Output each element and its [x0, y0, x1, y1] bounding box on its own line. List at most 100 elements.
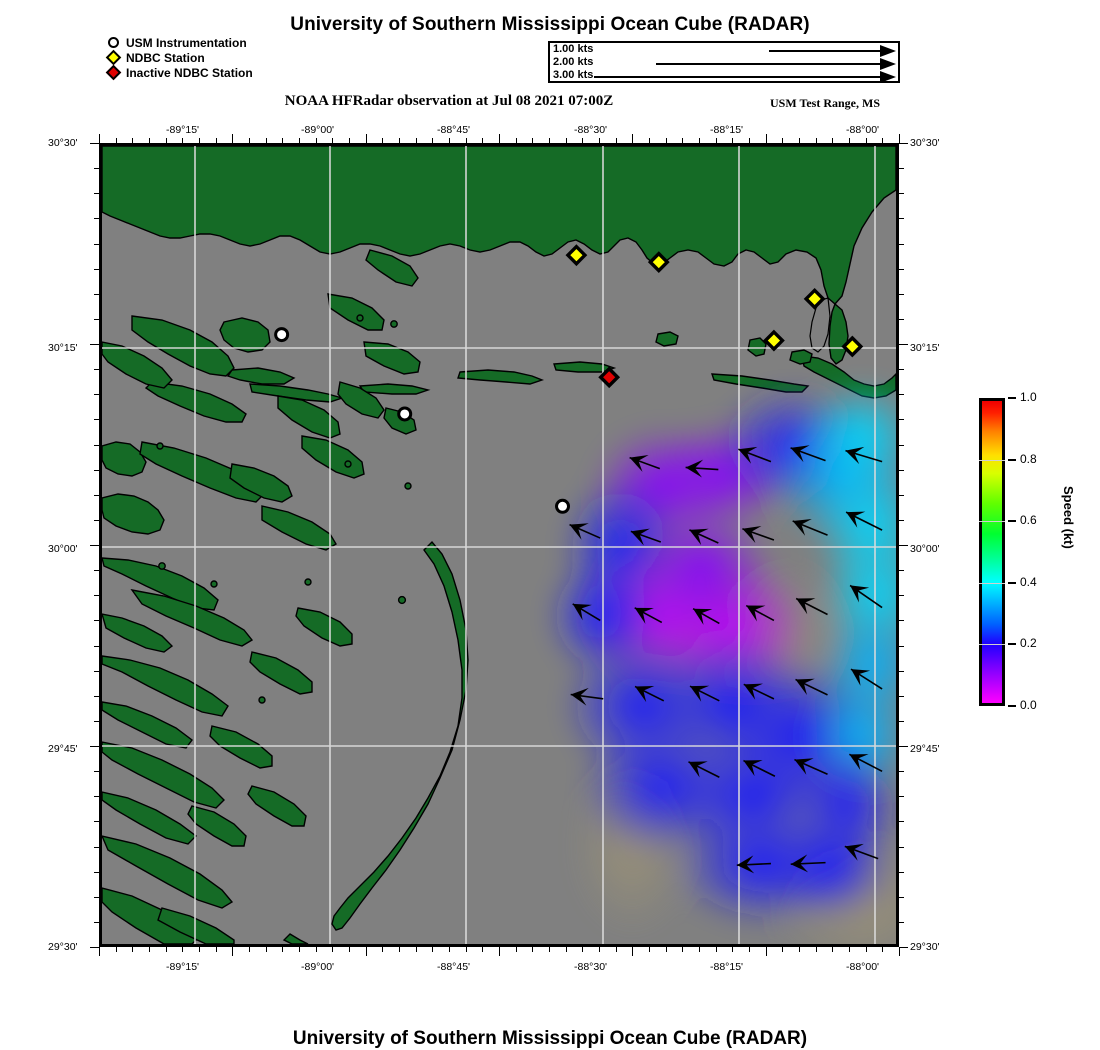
current-vector	[795, 678, 828, 696]
x-tick-bottom	[449, 947, 450, 952]
mainland-coast	[102, 146, 896, 305]
arrow-head-icon	[688, 761, 708, 778]
x-tick-bottom	[899, 947, 900, 956]
ndbc-station-marker[interactable]	[841, 335, 864, 358]
arrow-head-icon	[880, 58, 896, 70]
current-vector	[629, 454, 661, 472]
x-tick-bottom	[849, 947, 850, 952]
x-tick-bottom	[165, 947, 167, 952]
y-tick-right	[899, 318, 904, 320]
y-axis-label-right: 30°15'	[910, 342, 940, 354]
chandeleur-tip	[282, 933, 309, 944]
vector-key-label: 2.00 kts	[553, 56, 595, 68]
x-tick-bottom	[632, 947, 634, 956]
x-tick-bottom	[232, 947, 234, 956]
barrier-thin-2	[358, 383, 431, 395]
x-tick-bottom	[99, 947, 100, 956]
y-tick-right	[899, 519, 904, 521]
x-tick-bottom	[132, 947, 134, 952]
arrow-head-icon	[570, 687, 589, 706]
x-tick-bottom	[549, 947, 550, 952]
arrow-head-icon	[569, 523, 589, 540]
x-tick-top	[382, 138, 384, 143]
circle-white-icon	[106, 36, 123, 51]
x-tick-top	[732, 138, 734, 143]
legend-label: Inactive NDBC Station	[126, 66, 253, 80]
ndbc-station-marker[interactable]	[803, 287, 826, 310]
current-vector	[743, 759, 776, 777]
y-axis-label-right: 30°30'	[910, 137, 940, 149]
y-tick-left	[90, 746, 99, 747]
x-tick-top	[232, 134, 234, 143]
x-tick-bottom	[615, 947, 617, 952]
x-tick-top	[182, 138, 184, 143]
usm-instrumentation-marker[interactable]	[397, 406, 413, 422]
x-tick-top	[699, 138, 700, 143]
current-vector	[689, 685, 720, 702]
speed-colorbar[interactable]: 0.0 0.2 0.4 0.6 0.8 1.0 Speed (kt)	[975, 390, 1095, 712]
arrow-head-icon	[850, 669, 871, 686]
x-tick-top	[499, 134, 500, 143]
y-tick-right	[899, 771, 904, 773]
x-axis-label-bottom: -89°15'	[166, 961, 200, 973]
y-tick-left	[94, 218, 99, 220]
x-tick-bottom	[665, 947, 667, 952]
x-axis-label-top: -88°45'	[437, 124, 471, 136]
x-tick-top	[749, 138, 750, 143]
x-tick-bottom	[649, 947, 650, 952]
vector-key-label: 3.00 kts	[553, 69, 595, 81]
y-tick-left	[94, 469, 99, 471]
current-vector	[692, 608, 720, 625]
vector-key-line	[769, 50, 881, 52]
x-tick-top	[465, 138, 467, 143]
legend-item-ndbc-station: NDBC Station	[105, 49, 336, 66]
arrow-head-icon	[635, 686, 655, 703]
arrow-head-icon	[794, 758, 814, 775]
x-tick-top	[482, 138, 484, 143]
y-axis-label-left: 29°30'	[48, 941, 78, 953]
x-tick-bottom	[782, 947, 784, 952]
y-tick-right	[899, 746, 908, 747]
current-vector	[688, 761, 720, 778]
y-tick-left	[94, 871, 99, 873]
colorbar-gradient	[979, 398, 1005, 706]
current-vector	[845, 446, 883, 465]
y-tick-right	[899, 947, 908, 948]
station-markers[interactable]	[274, 244, 864, 514]
arrow-head-icon	[689, 685, 710, 702]
radar-map[interactable]	[99, 143, 899, 947]
x-tick-bottom	[282, 947, 284, 952]
inactive-ndbc-station-marker[interactable]	[598, 366, 621, 389]
y-tick-left	[94, 620, 99, 622]
y-tick-left	[94, 444, 99, 446]
x-tick-bottom	[882, 947, 884, 952]
arrow-head-icon	[743, 683, 763, 700]
arrow-head-icon	[850, 585, 870, 603]
x-tick-top	[149, 138, 150, 143]
usm-instrumentation-marker[interactable]	[274, 327, 290, 343]
arrow-head-icon	[630, 528, 650, 546]
x-tick-bottom	[349, 947, 350, 952]
ndbc-station-marker[interactable]	[763, 329, 785, 352]
region-label: USM Test Range, MS	[770, 96, 881, 110]
y-tick-left	[94, 243, 99, 245]
y-tick-left	[94, 193, 99, 195]
ndbc-station-marker[interactable]	[647, 251, 670, 274]
y-tick-left	[94, 318, 99, 320]
colorbar-tick-label: 0.6	[1020, 513, 1037, 528]
y-tick-left	[94, 821, 99, 823]
y-tick-right	[899, 896, 904, 898]
colorbar-tick	[1008, 643, 1016, 646]
ndbc-station-marker[interactable]	[565, 244, 588, 267]
arrow-head-icon	[572, 603, 592, 621]
usm-instrumentation-marker[interactable]	[555, 498, 571, 514]
y-tick-left	[94, 168, 99, 170]
y-tick-right	[899, 369, 904, 371]
colorbar-tick-label: 0.2	[1020, 636, 1037, 651]
x-tick-bottom	[315, 947, 317, 952]
observation-subtitle: NOAA HFRadar observation at Jul 08 2021 …	[284, 93, 614, 109]
y-tick-left	[94, 595, 99, 597]
x-tick-top	[215, 138, 217, 143]
small-island-left	[226, 367, 296, 385]
delta-marsh	[102, 249, 421, 944]
